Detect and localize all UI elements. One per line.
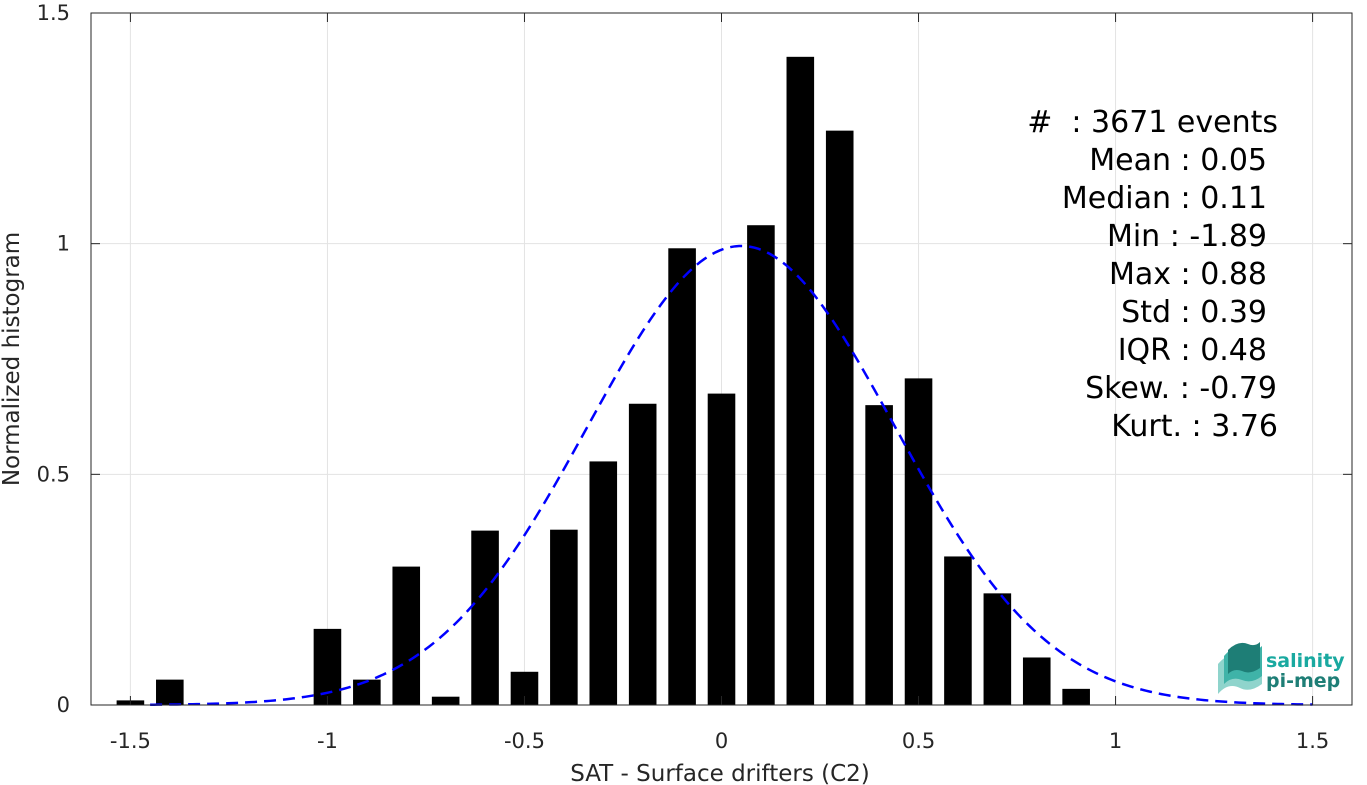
x-tick-label: 1.5 (1296, 729, 1329, 753)
x-tick-label: 0 (715, 729, 728, 753)
stat-kurtosis: Kurt. : 3.76 (1111, 409, 1278, 444)
histogram-bar (707, 393, 736, 705)
y-tick-label: 1 (57, 232, 70, 256)
histogram-bar (904, 378, 933, 705)
x-tick-label: -1 (317, 729, 338, 753)
histogram-bar (944, 556, 972, 705)
x-tick-labels: -1.5 -1 -0.5 0 0.5 1 1.5 (110, 729, 1329, 753)
stat-events: # : 3671 events (1027, 105, 1278, 140)
logo-text-pi-mep: pi-mep (1266, 670, 1340, 692)
logo-text-salinity: salinity (1266, 650, 1345, 672)
histogram-bars (116, 56, 1090, 706)
histogram-bar (668, 248, 696, 705)
stat-median: Median : 0.11 (1062, 181, 1267, 216)
histogram-bar (471, 530, 499, 705)
histogram-bar (353, 679, 381, 705)
histogram-bar (550, 529, 578, 705)
histogram-bar (628, 403, 657, 705)
y-tick-label: 1.5 (37, 1, 70, 25)
histogram-bar (786, 56, 815, 706)
x-tick-label: 0.5 (902, 729, 935, 753)
x-axis-label: SAT - Surface drifters (C2) (570, 761, 870, 785)
stat-mean: Mean : 0.05 (1089, 143, 1267, 178)
histogram-bar (983, 593, 1012, 705)
histogram-bar (1062, 688, 1090, 705)
histogram-bar (865, 405, 893, 705)
y-tick-labels: 0 0.5 1 1.5 (37, 1, 70, 717)
stat-iqr: IQR : 0.48 (1118, 333, 1267, 368)
salinity-pi-mep-logo: salinity pi-mep (1218, 642, 1345, 694)
stat-skewness: Skew. : -0.79 (1085, 371, 1277, 406)
x-tick-label: -1.5 (110, 729, 151, 753)
statistics-annotation: # : 3671 events Mean : 0.05 Median : 0.1… (1027, 105, 1278, 444)
histogram-bar (825, 130, 854, 705)
gaussian-fit-curve (150, 244, 1313, 706)
histogram-bar (1022, 657, 1051, 705)
stat-min: Min : -1.89 (1107, 219, 1267, 254)
x-tick-label: -0.5 (504, 729, 545, 753)
histogram-bar (589, 461, 618, 705)
x-tick-label: 1 (1109, 729, 1122, 753)
stat-max: Max : 0.88 (1109, 257, 1267, 292)
y-axis-label: Normalized histogram (0, 232, 25, 486)
stat-std: Std : 0.39 (1121, 295, 1267, 330)
y-tick-label: 0 (57, 693, 70, 717)
wave-logo-icon (1218, 642, 1262, 694)
histogram-bar (431, 696, 460, 705)
y-tick-label: 0.5 (37, 462, 70, 486)
histogram-bar (747, 225, 775, 706)
histogram-bar (156, 679, 184, 705)
axis-ticks (91, 12, 1352, 706)
histogram-bar (392, 566, 421, 705)
